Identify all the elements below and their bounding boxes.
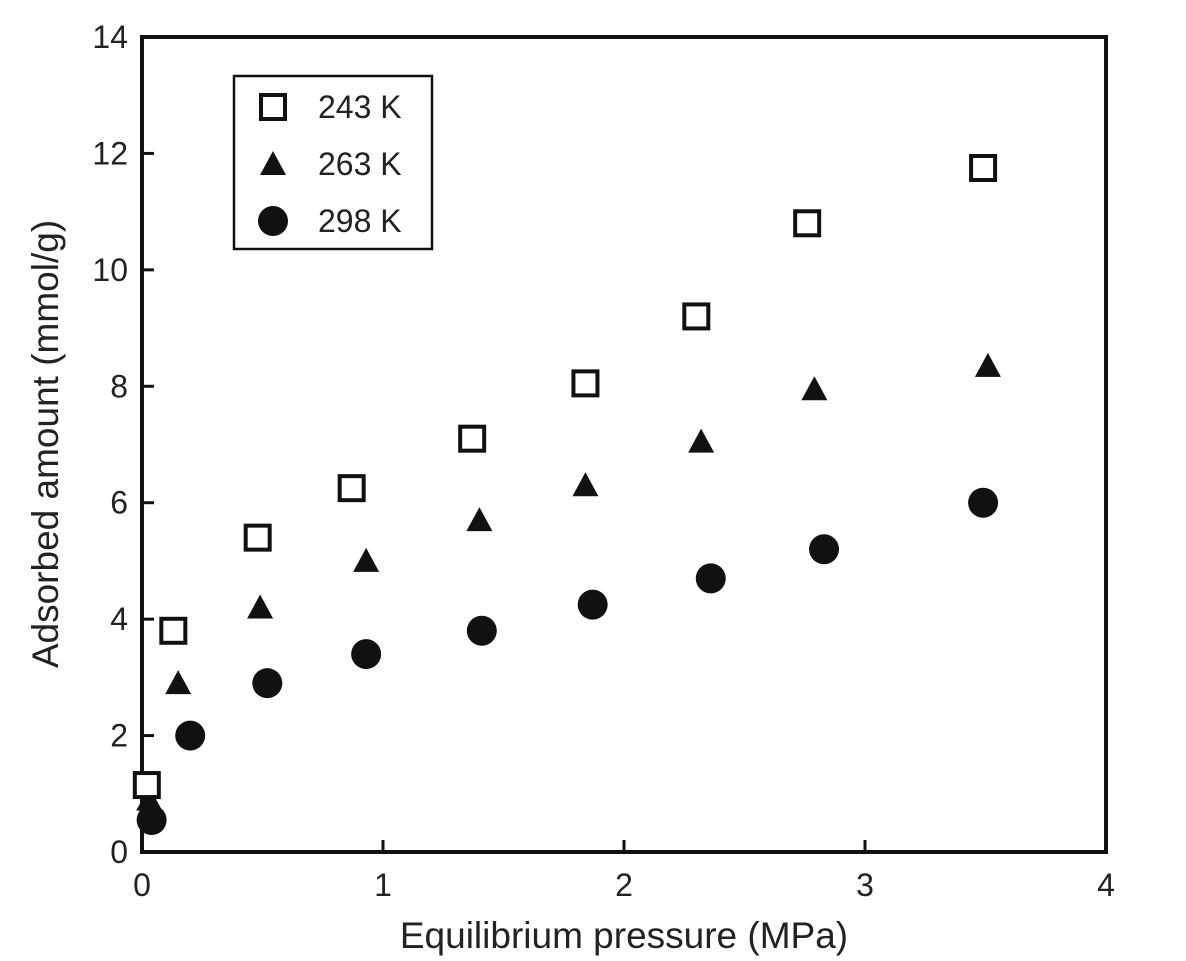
legend-marker-243k — [259, 93, 287, 121]
data-point-243k — [458, 424, 487, 453]
legend-label-243k: 243 K — [318, 89, 402, 125]
y-tick-label: 12 — [92, 135, 128, 171]
data-point-263k — [466, 507, 493, 532]
legend: 243 K 263 K 298 K — [232, 74, 434, 251]
data-point-298k — [466, 615, 497, 646]
data-point-243k — [682, 302, 711, 331]
data-point-243k — [243, 523, 272, 552]
data-point-298k — [809, 534, 840, 565]
data-point-298k — [136, 804, 167, 835]
data-markers — [132, 153, 1001, 835]
y-tick-label: 6 — [110, 485, 128, 521]
y-tick-label: 2 — [110, 718, 128, 754]
x-tick-label: 3 — [856, 867, 874, 903]
data-point-298k — [351, 639, 382, 670]
y-tick-label: 0 — [110, 834, 128, 870]
data-point-243k — [793, 209, 822, 238]
data-point-263k — [801, 376, 828, 401]
data-point-298k — [252, 668, 283, 699]
legend-label-263k: 263 K — [318, 146, 402, 182]
data-point-298k — [175, 720, 206, 751]
x-tick-label: 2 — [615, 867, 633, 903]
data-point-243k — [571, 369, 600, 398]
data-point-298k — [577, 589, 608, 620]
data-point-263k — [165, 670, 192, 695]
data-point-263k — [353, 547, 380, 572]
y-tick-label: 14 — [92, 19, 128, 55]
data-point-263k — [974, 352, 1001, 377]
legend-marker-298k — [258, 206, 288, 236]
x-tick-label: 0 — [133, 867, 151, 903]
data-point-243k — [969, 153, 998, 182]
y-tick-label: 4 — [110, 601, 128, 637]
y-tick-label: 10 — [92, 252, 128, 288]
data-point-263k — [247, 594, 274, 619]
data-point-298k — [968, 487, 999, 518]
data-point-243k — [337, 474, 366, 503]
x-axis: 0 1 2 3 4 — [133, 840, 1115, 903]
y-axis-title: Adsorbed amount (mmol/g) — [25, 220, 66, 668]
legend-marker-263k — [260, 151, 286, 175]
data-point-298k — [695, 563, 726, 594]
data-point-263k — [688, 428, 715, 453]
y-tick-label: 8 — [110, 368, 128, 404]
data-point-243k — [159, 616, 188, 645]
y-axis: 0 2 4 6 8 10 12 14 — [92, 19, 154, 870]
x-tick-label: 4 — [1097, 867, 1115, 903]
legend-label-298k: 298 K — [318, 203, 402, 239]
x-axis-title: Equilibrium pressure (MPa) — [400, 915, 848, 956]
data-point-243k — [132, 771, 161, 800]
x-tick-label: 1 — [374, 867, 392, 903]
data-point-263k — [572, 472, 599, 497]
